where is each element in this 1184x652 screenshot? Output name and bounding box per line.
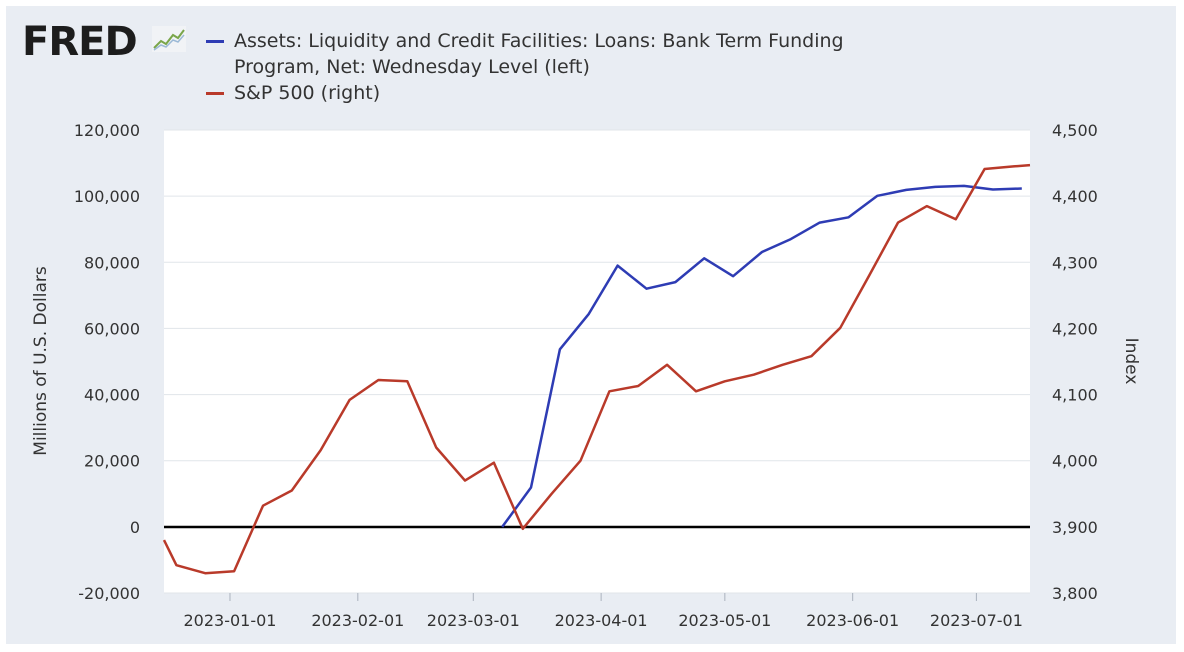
y-tick-right: 4,300 (1052, 253, 1098, 272)
y-tick-left: -20,000 (78, 584, 140, 603)
y-tick-right: 3,800 (1052, 584, 1098, 603)
legend-label: S&P 500 (right) (234, 82, 381, 104)
y-tick-left: 0 (130, 518, 140, 537)
y-tick-left: 20,000 (84, 452, 140, 471)
y-tick-left: 60,000 (84, 319, 140, 338)
y-tick-right: 3,900 (1052, 518, 1098, 537)
btfp-loans-line[interactable] (501, 184, 1022, 528)
series-lines (162, 163, 1031, 575)
fred-logo: FRED (22, 19, 138, 65)
y-axis-label-left: Millions of U.S. Dollars (31, 266, 51, 456)
legend-label: Assets: Liquidity and Credit Facilities:… (234, 30, 844, 52)
y-axis-label-right: Index (1121, 338, 1141, 385)
x-tick-label: 2023-07-01 (930, 611, 1023, 630)
left-axis-ticks: -20,000 0 20,000 40,000 60,000 80,000 100,000 1… (74, 121, 140, 603)
x-tick-label: 2023-06-01 (806, 611, 899, 630)
x-tick-label: 2023-05-01 (678, 611, 771, 630)
y-tick-left: 40,000 (84, 386, 140, 405)
y-tick-right: 4,200 (1052, 319, 1098, 338)
y-tick-right: 4,100 (1052, 386, 1098, 405)
y-tick-left: 80,000 (84, 253, 140, 272)
y-tick-right: 4,500 (1052, 121, 1098, 140)
plot-area (164, 130, 1030, 593)
legend-swatch-blue (206, 40, 224, 43)
x-tick-label: 2023-04-01 (555, 611, 648, 630)
right-axis-ticks: 3,800 3,900 4,000 4,100 4,200 4,300 4,400 4,500 (1052, 121, 1098, 603)
x-tick-label: 2023-01-01 (183, 611, 276, 630)
y-tick-left: 120,000 (74, 121, 140, 140)
x-axis-ticks: 2023-01-01 2023-02-01 2023-03-01 2023-04-01… (183, 593, 1023, 630)
trend-line-icon (152, 26, 186, 52)
legend: Assets: Liquidity and Credit Facilities:… (206, 28, 934, 106)
y-tick-right: 4,400 (1052, 187, 1098, 206)
y-tick-left: 100,000 (74, 187, 140, 206)
legend-swatch-red (206, 92, 224, 95)
x-tick-label: 2023-02-01 (311, 611, 404, 630)
x-tick-label: 2023-03-01 (427, 611, 520, 630)
y-tick-right: 4,000 (1052, 452, 1098, 471)
legend-item-left-series[interactable]: Assets: Liquidity and Credit Facilities:… (206, 28, 934, 80)
legend-label-line2: Program, Net: Wednesday Level (left) (234, 56, 590, 78)
sp500-line[interactable] (162, 163, 1031, 575)
legend-item-right-series[interactable]: S&P 500 (right) (206, 80, 934, 106)
